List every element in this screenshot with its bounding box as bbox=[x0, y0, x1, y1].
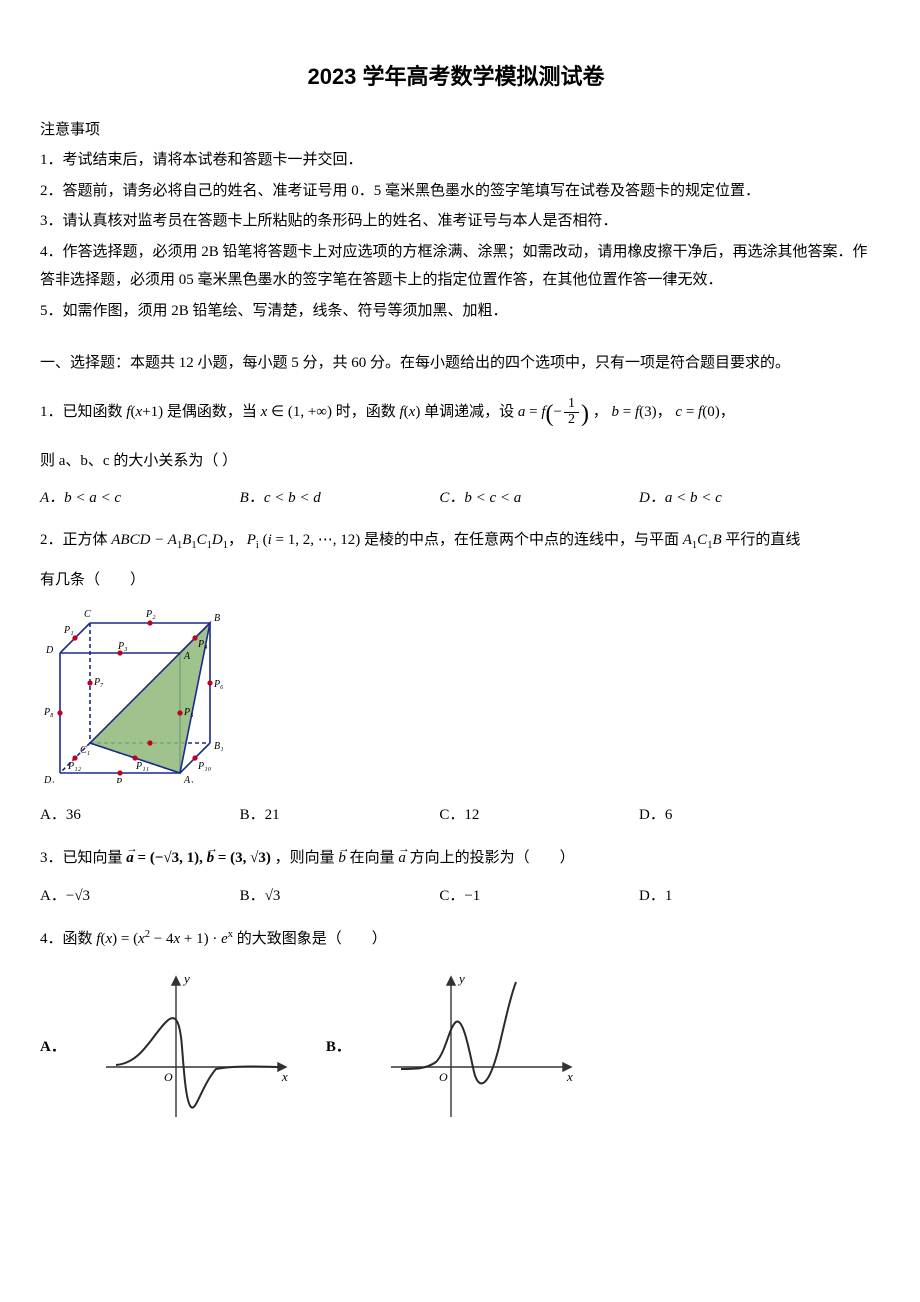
notice-heading: 注意事项 bbox=[40, 116, 872, 145]
q4-stem: 4．函数 f(x) = (x2 − 4x + 1) · ex 的大致图象是（ ） bbox=[40, 925, 872, 954]
option-b: B．√3 bbox=[240, 882, 440, 911]
math-expr: a = (−√3, 1), b = (3, √3) bbox=[126, 850, 274, 866]
rule-item: 2．答题前，请务必将自己的姓名、准考证号用 0．5 毫米黑色墨水的签字笔填写在试… bbox=[40, 177, 872, 206]
q3-stem: 3．已知向量 a = (−√3, 1), b = (3, √3) ，则向量 b … bbox=[40, 844, 872, 873]
option-d: D．1 bbox=[639, 882, 839, 911]
option-d: D．a < b < c bbox=[639, 484, 839, 513]
svg-text:P₇: P₇ bbox=[93, 677, 104, 688]
page-title: 2023 学年高考数学模拟测试卷 bbox=[40, 56, 872, 98]
rule-item: 1．考试结束后，请将本试卷和答题卡一并交回． bbox=[40, 146, 872, 175]
option-d: D．6 bbox=[639, 801, 839, 830]
option-a: A．36 bbox=[40, 801, 240, 830]
svg-text:P₁₀: P₁₀ bbox=[197, 761, 212, 772]
svg-text:x: x bbox=[566, 1069, 573, 1084]
question-3: 3．已知向量 a = (−√3, 1), b = (3, √3) ，则向量 b … bbox=[40, 844, 872, 911]
svg-text:A₁: A₁ bbox=[183, 775, 194, 783]
q2-stem: 2．正方体 ABCD − A1B1C1D1， Pi (i = 1, 2, ⋯, … bbox=[40, 526, 872, 556]
question-1: 1．已知函数 f(x+1) 是偶函数，当 x ∈ (1, +∞) 时，函数 f(… bbox=[40, 392, 872, 513]
math-expr: a = f(−12) bbox=[518, 404, 593, 420]
text: 时，函数 bbox=[336, 404, 400, 420]
svg-text:P₁₁: P₁₁ bbox=[135, 761, 149, 772]
question-2: 2．正方体 ABCD − A1B1C1D1， Pi (i = 1, 2, ⋯, … bbox=[40, 526, 872, 829]
math-expr: a bbox=[398, 850, 406, 866]
graph-b: x y O bbox=[381, 967, 581, 1127]
option-b: B．c < b < d bbox=[240, 484, 440, 513]
option-c: C．b < c < a bbox=[439, 484, 639, 513]
q1-tail: 则 a、b、c 的大小关系为（ ） bbox=[40, 447, 872, 476]
text: 在向量 bbox=[350, 850, 399, 866]
rules-block: 1．考试结束后，请将本试卷和答题卡一并交回． 2．答题前，请务必将自己的姓名、准… bbox=[40, 146, 872, 325]
option-a: A．−√3 bbox=[40, 882, 240, 911]
option-a-label: A． bbox=[40, 1033, 66, 1062]
text: 2．正方体 bbox=[40, 532, 111, 548]
graph-a: x y O bbox=[96, 967, 296, 1127]
rule-item: 4．作答选择题，必须用 2B 铅笔将答题卡上对应选项的方框涂满、涂黑；如需改动，… bbox=[40, 238, 872, 295]
text: 3．已知向量 bbox=[40, 850, 126, 866]
svg-text:y: y bbox=[182, 971, 190, 986]
svg-text:D₁: D₁ bbox=[43, 775, 55, 783]
q1-stem: 1．已知函数 f(x+1) 是偶函数，当 x ∈ (1, +∞) 时，函数 f(… bbox=[40, 392, 872, 438]
option-b: B．21 bbox=[240, 801, 440, 830]
svg-text:P₆: P₆ bbox=[213, 679, 224, 690]
text: 平行的直线 bbox=[725, 532, 800, 548]
text: 是偶函数，当 bbox=[167, 404, 261, 420]
math-expr: c = f(0) bbox=[675, 404, 719, 420]
option-c: C．−1 bbox=[439, 882, 639, 911]
text: 单调递减，设 bbox=[424, 404, 518, 420]
option-c: C．12 bbox=[439, 801, 639, 830]
svg-text:D: D bbox=[45, 645, 54, 656]
section-intro: 一、选择题：本题共 12 小题，每小题 5 分，共 60 分。在每小题给出的四个… bbox=[40, 349, 872, 378]
text: 4．函数 bbox=[40, 931, 96, 947]
cube-diagram: C B D A C₁ B₁ D₁ A₁ P₂ P₁ P₃ P₄ P₅ P₆ P₇… bbox=[40, 603, 872, 794]
svg-text:P₁₂: P₁₂ bbox=[67, 761, 82, 772]
question-4: 4．函数 f(x) = (x2 − 4x + 1) · ex 的大致图象是（ ）… bbox=[40, 925, 872, 1128]
math-expr: A1C1B bbox=[683, 532, 722, 548]
q1-options: A．b < a < c B．c < b < d C．b < c < a D．a … bbox=[40, 484, 872, 513]
svg-text:B₁: B₁ bbox=[214, 741, 224, 752]
q3-options: A．−√3 B．√3 C．−1 D．1 bbox=[40, 882, 872, 911]
option-a: A．b < a < c bbox=[40, 484, 240, 513]
q2-line2: 有几条（ ） bbox=[40, 566, 872, 595]
svg-text:O: O bbox=[164, 1070, 173, 1084]
math-expr: f(x) = (x2 − 4x + 1) · ex bbox=[96, 931, 236, 947]
text: 的大致图象是（ ） bbox=[237, 931, 387, 947]
svg-text:P₈: P₈ bbox=[43, 707, 54, 718]
text: 方向上的投影为（ ） bbox=[410, 850, 575, 866]
svg-text:A: A bbox=[183, 651, 191, 662]
svg-text:O: O bbox=[439, 1070, 448, 1084]
math-expr: f(x+1) bbox=[126, 404, 163, 420]
text: 1．已知函数 bbox=[40, 404, 126, 420]
q2-options: A．36 B．21 C．12 D．6 bbox=[40, 801, 872, 830]
svg-text:P₄: P₄ bbox=[197, 639, 208, 650]
svg-text:P₂: P₂ bbox=[145, 609, 156, 620]
svg-text:P₅: P₅ bbox=[183, 707, 194, 718]
rule-item: 5．如需作图，须用 2B 铅笔绘、写清楚，线条、符号等须加黑、加粗． bbox=[40, 297, 872, 326]
svg-text:P₃: P₃ bbox=[117, 641, 128, 652]
rule-item: 3．请认真核对监考员在答题卡上所粘贴的条形码上的姓名、准考证号与本人是否相符． bbox=[40, 207, 872, 236]
math-expr: b = f(3) bbox=[611, 404, 656, 420]
svg-text:B: B bbox=[214, 613, 220, 624]
math-expr: ABCD − A1B1C1D1 bbox=[111, 532, 228, 548]
svg-text:P₁: P₁ bbox=[63, 625, 74, 636]
text: ，则向量 bbox=[275, 850, 339, 866]
svg-text:y: y bbox=[457, 971, 465, 986]
option-b-label: B． bbox=[326, 1033, 351, 1062]
text: 是棱的中点，在任意两个中点的连线中，与平面 bbox=[364, 532, 683, 548]
svg-text:C: C bbox=[84, 609, 91, 620]
q4-graphs: A． x y O B． x y O bbox=[40, 967, 872, 1127]
svg-text:P₉: P₉ bbox=[115, 777, 126, 783]
math-expr: Pi (i = 1, 2, ⋯, 12) bbox=[247, 532, 360, 548]
math-expr: f(x) bbox=[400, 404, 421, 420]
math-expr: x ∈ (1, +∞) bbox=[261, 404, 332, 420]
svg-text:x: x bbox=[281, 1069, 288, 1084]
math-expr: b bbox=[338, 850, 346, 866]
svg-text:C₁: C₁ bbox=[80, 745, 90, 756]
